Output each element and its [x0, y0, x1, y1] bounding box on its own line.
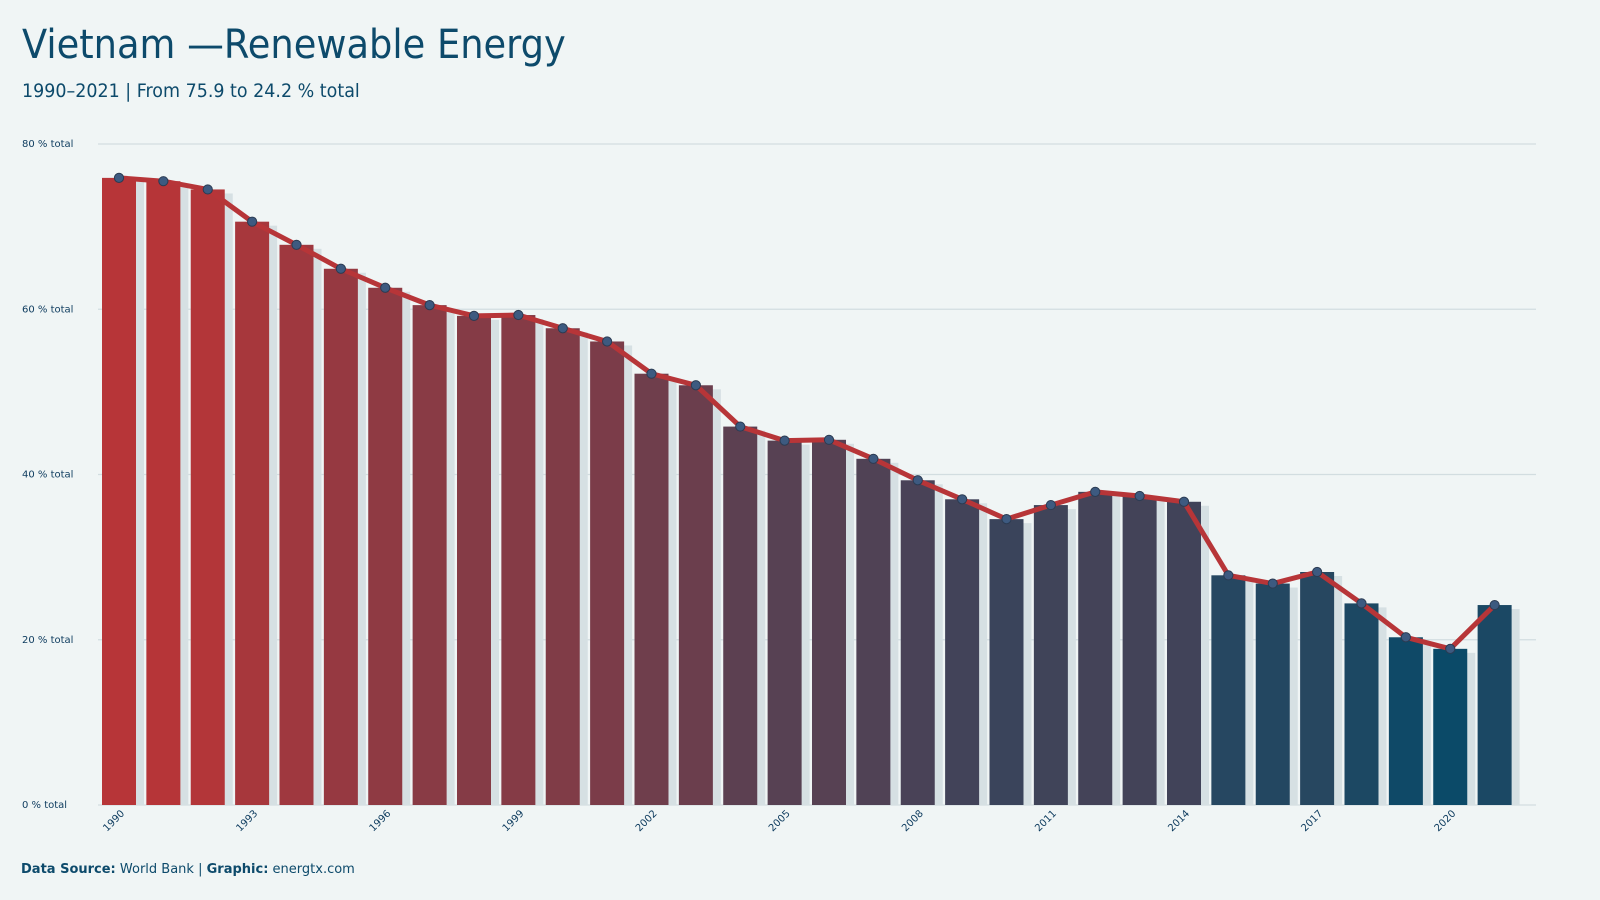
y-tick-label: 20 % total [22, 635, 73, 646]
y-tick-label: 80 % total [22, 139, 73, 150]
bar [1255, 583, 1290, 805]
graphic-value: energtx.com [272, 862, 355, 877]
data-point [557, 323, 568, 334]
data-point [1400, 632, 1411, 643]
data-point [1223, 570, 1234, 581]
data-point [868, 453, 879, 464]
trend-line [116, 175, 1498, 652]
x-tick-label: 2017 [1299, 808, 1325, 834]
data-point [823, 434, 835, 445]
data-point [1045, 499, 1056, 511]
data-point [468, 310, 480, 321]
graphic-label: Graphic: [206, 862, 269, 877]
data-point [202, 184, 213, 195]
bar [767, 440, 802, 805]
data-point [779, 435, 790, 446]
bar [545, 328, 580, 805]
data-point [291, 239, 302, 250]
bar [412, 305, 447, 805]
source-label: Data Source: [21, 862, 116, 877]
data-point [1090, 486, 1101, 497]
data-point [957, 494, 968, 505]
x-tick-label: 1990 [101, 808, 127, 834]
data-point [1178, 496, 1190, 507]
bar [678, 385, 713, 805]
bar [900, 480, 935, 805]
bar [102, 177, 136, 806]
data-point [690, 380, 701, 391]
bar [1122, 495, 1157, 805]
caption-separator: | [198, 862, 203, 877]
bar [279, 244, 314, 806]
caption: Data Source: World Bank | Graphic: energ… [21, 862, 355, 877]
data-point [912, 475, 923, 486]
bar [1433, 648, 1468, 805]
points [113, 172, 1500, 654]
x-tick-label: 2014 [1166, 808, 1192, 834]
bar [856, 458, 891, 805]
bar [723, 426, 758, 805]
bar [634, 373, 669, 805]
bar [812, 439, 846, 805]
bar [190, 189, 225, 806]
data-point [513, 309, 524, 321]
chart-subtitle: 1990–2021 | From 75.9 to 24.2 % total [22, 80, 360, 102]
source-value: World Bank [119, 862, 194, 877]
x-tick-label: 1996 [368, 808, 394, 834]
x-tick-label: 1999 [501, 808, 527, 834]
data-point [424, 300, 435, 311]
bar [1477, 605, 1512, 805]
bar [989, 519, 1024, 805]
data-point [1356, 598, 1367, 609]
data-point [1312, 566, 1323, 578]
data-point [113, 172, 125, 183]
x-axis-ticks: 1990 1993 1996 1999 2002 2005 2008 2011 2014 2017… [101, 808, 1458, 834]
y-axis-ticks: 0 % total 20 % total 40 % total 60 % total 8… [22, 139, 73, 811]
data-point [1134, 490, 1145, 502]
bar [368, 287, 403, 806]
bar [945, 499, 980, 805]
bar [1300, 571, 1335, 805]
x-tick-label: 1993 [234, 808, 260, 834]
data-point [335, 263, 346, 274]
bar [1033, 505, 1068, 805]
x-tick-label: 2011 [1033, 808, 1059, 834]
bar [501, 315, 536, 805]
bar [1344, 603, 1379, 805]
bar [590, 341, 625, 805]
x-tick-label: 2002 [634, 808, 660, 834]
data-point [247, 216, 258, 227]
bar [1078, 491, 1113, 805]
bar [323, 268, 358, 805]
bar [1167, 501, 1201, 805]
y-tick-label: 40 % total [22, 470, 73, 481]
bars [102, 177, 1512, 806]
x-tick-label: 2020 [1433, 808, 1459, 834]
bar [1211, 575, 1246, 805]
x-tick-label: 2008 [900, 808, 926, 834]
data-point [1001, 514, 1012, 525]
data-point [380, 282, 391, 293]
y-tick-label: 60 % total [22, 304, 73, 315]
data-point [1489, 599, 1500, 611]
chart-title: Vietnam —Renewable Energy [22, 22, 566, 68]
data-point [158, 176, 169, 187]
bar [457, 315, 491, 805]
bar [235, 221, 270, 806]
bar [146, 181, 181, 805]
series-line [116, 175, 1498, 652]
data-point [602, 336, 613, 347]
data-point [646, 368, 657, 379]
x-tick-label: 2005 [767, 808, 793, 834]
data-point [1267, 578, 1278, 589]
y-tick-label: 0 % total [22, 800, 67, 811]
data-point [1445, 643, 1456, 654]
bar [1388, 637, 1423, 805]
data-point [735, 421, 746, 432]
